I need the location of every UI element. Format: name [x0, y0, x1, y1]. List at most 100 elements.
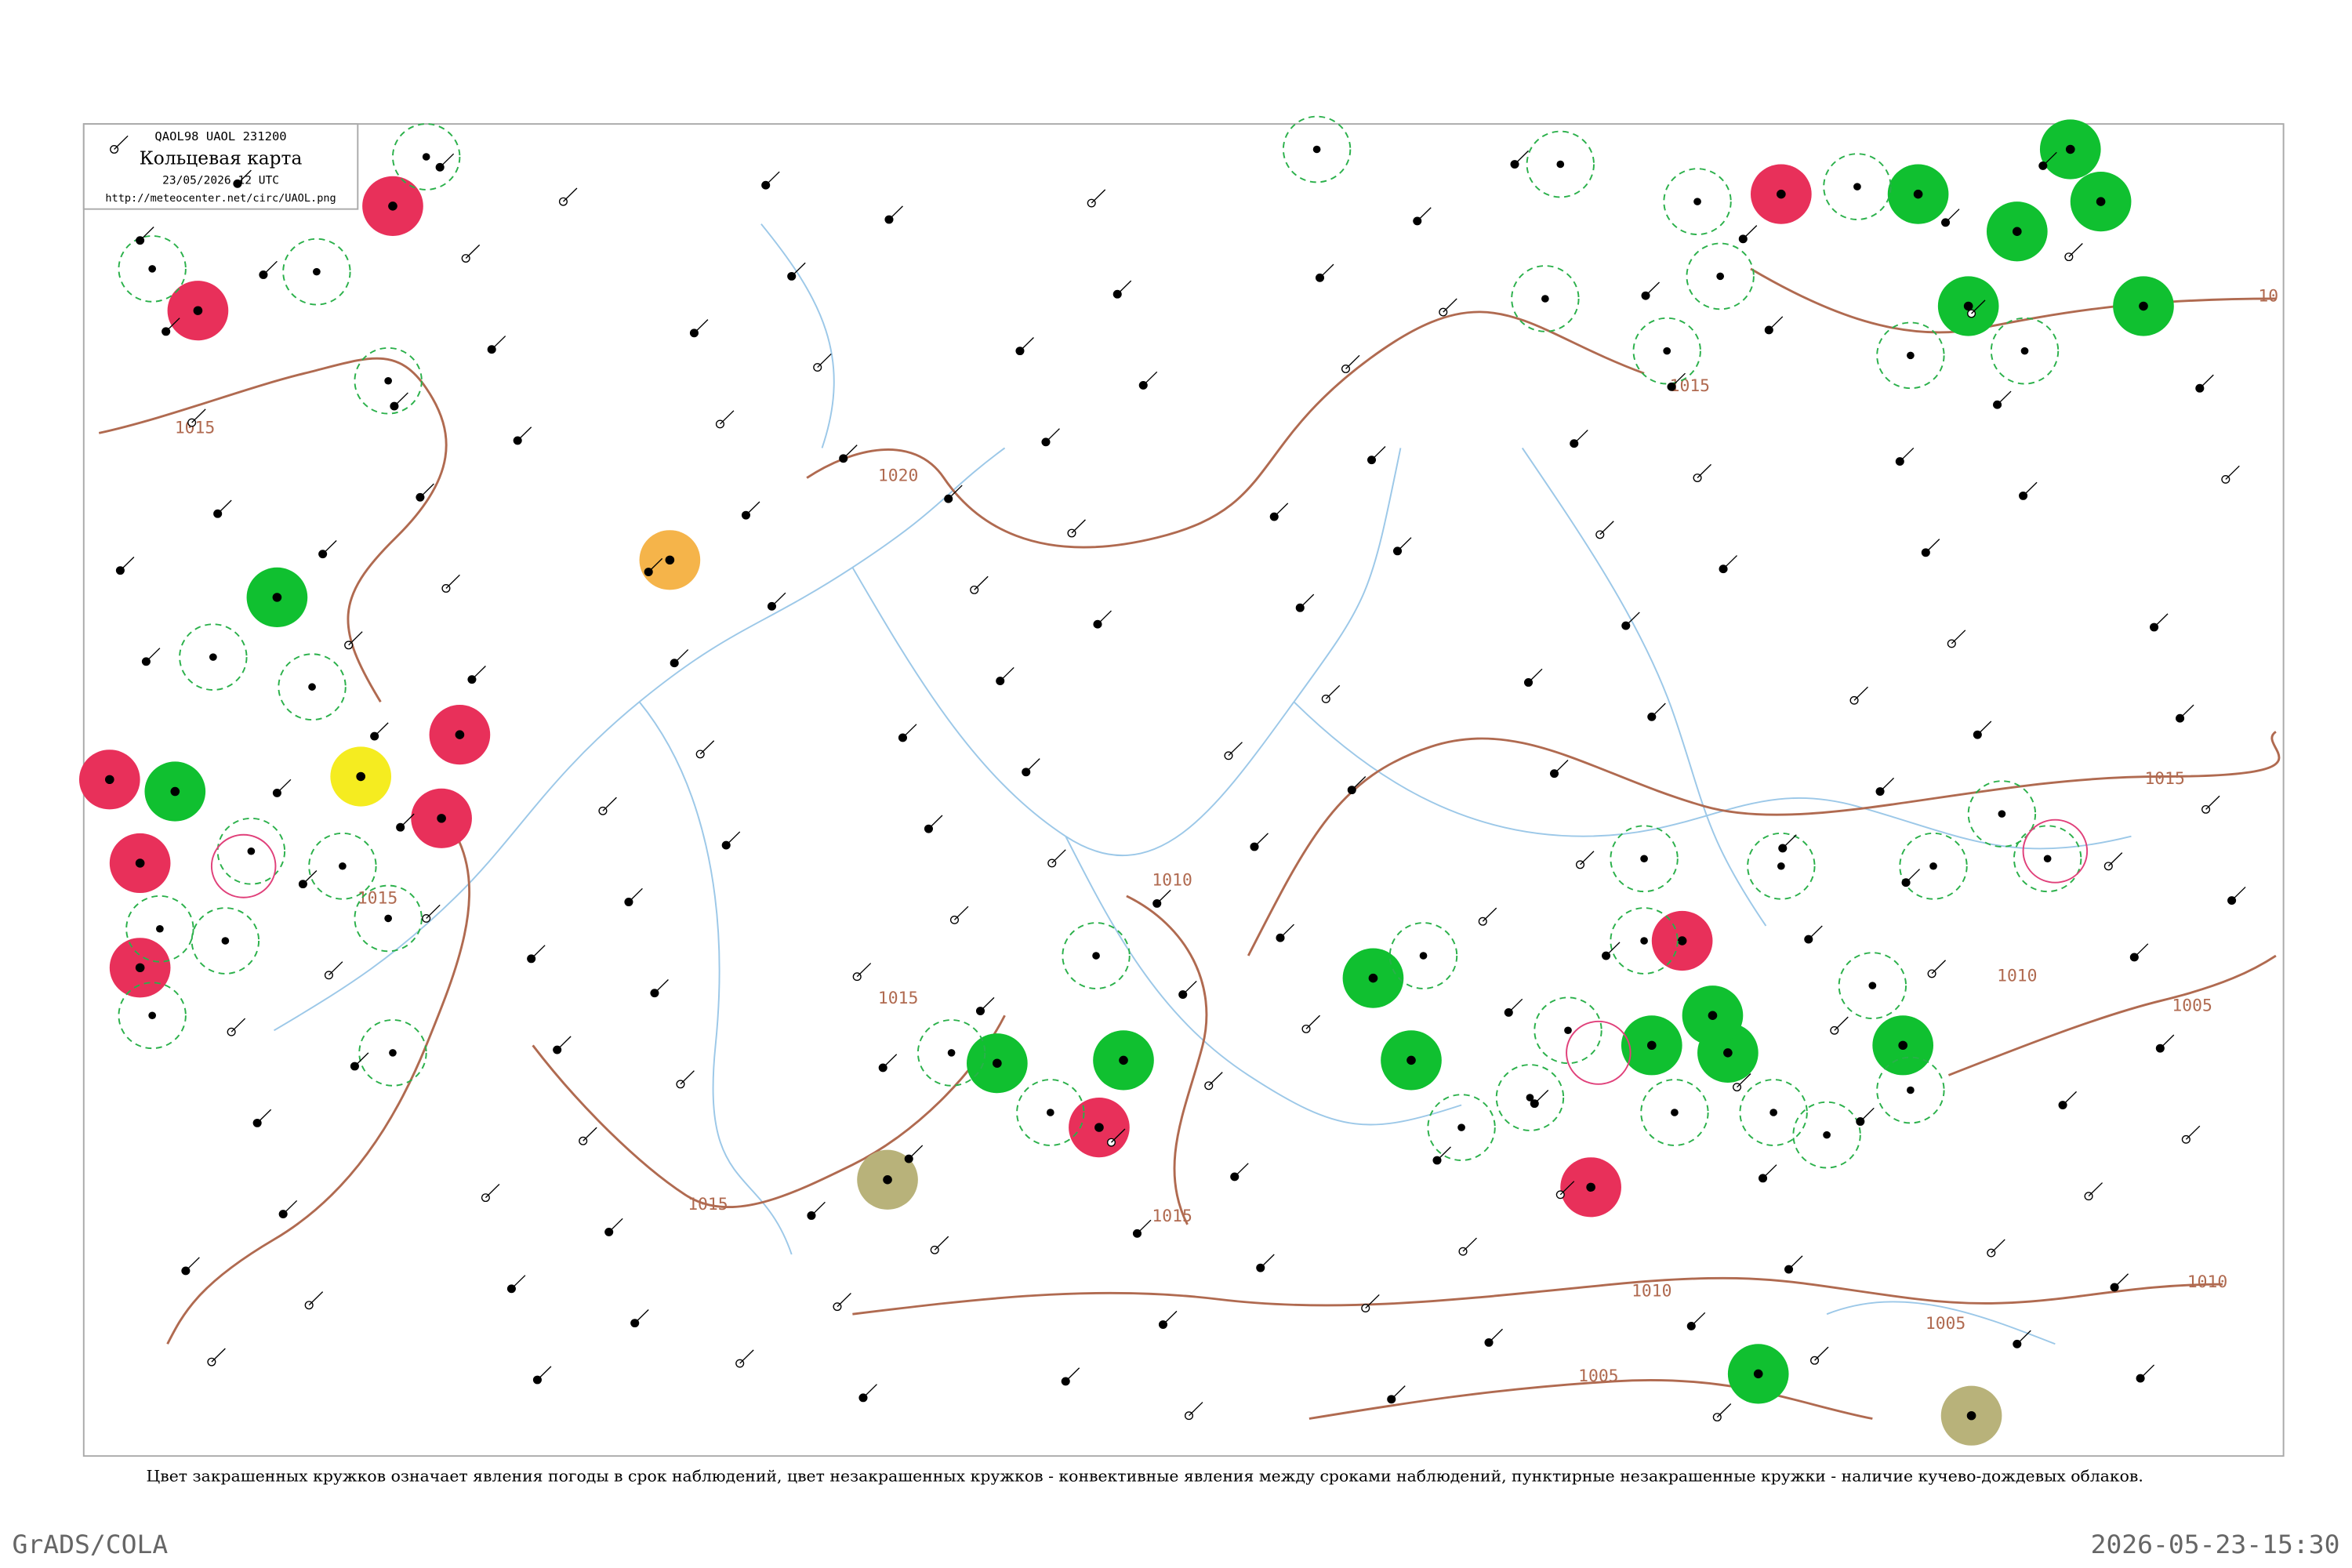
- wind-barb: [2107, 852, 2123, 867]
- wind-barb: [862, 1384, 877, 1399]
- station-dot: [1913, 189, 1923, 199]
- wind-barb: [471, 666, 486, 681]
- wind-barb: [648, 557, 663, 572]
- river: [760, 223, 835, 448]
- wind-barb: [1905, 869, 1921, 884]
- station-dot: [339, 862, 347, 870]
- wind-barb: [1045, 428, 1060, 443]
- footer-left: GrADS/COLA: [13, 1530, 169, 1559]
- wind-barb: [1899, 447, 1915, 463]
- station-dot: [272, 593, 282, 602]
- wind-barb: [634, 1309, 649, 1324]
- isobar: [1308, 1378, 1873, 1420]
- wind-barb: [1234, 1163, 1249, 1178]
- convective-ring: [210, 833, 277, 898]
- wind-barb: [1371, 446, 1386, 461]
- river: [851, 448, 1402, 857]
- wind-barb: [165, 318, 180, 332]
- station-dot: [1929, 862, 1937, 870]
- wind-barb: [1019, 337, 1034, 352]
- wind-barb: [693, 319, 709, 334]
- cb-ring: [308, 832, 377, 900]
- wind-barb: [837, 1293, 851, 1308]
- caption: Цвет закрашенных кружков означает явлени…: [146, 1467, 2143, 1486]
- wind-barb: [302, 870, 318, 885]
- cb-ring: [2013, 825, 2082, 893]
- header-title: Кольцевая карта: [140, 149, 303, 169]
- wind-barb: [765, 171, 780, 186]
- wind-barb: [719, 410, 735, 425]
- cb-ring: [354, 884, 423, 953]
- wind-barb: [1228, 742, 1243, 757]
- wind-barb: [856, 963, 872, 978]
- station-dot: [947, 1049, 956, 1057]
- header-box: [82, 123, 359, 210]
- station-dot: [1564, 1026, 1572, 1035]
- wind-barb: [908, 1145, 924, 1160]
- isobar-label: 1015: [878, 988, 918, 1007]
- station-dot: [1092, 952, 1100, 960]
- wind-barb: [191, 408, 206, 423]
- wind-barb: [680, 1070, 695, 1085]
- isobar-label: 1005: [2172, 996, 2212, 1015]
- cb-ring: [392, 123, 461, 191]
- station-dot: [1406, 1055, 1416, 1065]
- wind-barb: [1716, 1403, 1732, 1418]
- isobar-label: 1015: [1152, 1206, 1192, 1225]
- header-date: 23/05/2026 12 UTC: [162, 174, 279, 187]
- station-dot: [422, 153, 430, 161]
- stations: [78, 115, 2246, 1446]
- station-dot: [1998, 810, 2006, 818]
- isobar-label: 1010: [1997, 966, 2037, 985]
- station-dot: [1663, 347, 1671, 355]
- station-dot: [883, 1175, 892, 1185]
- wind-barb: [843, 445, 858, 459]
- cb-ring: [1899, 832, 1968, 900]
- wind-barb: [2199, 374, 2214, 389]
- wind-barb: [211, 1348, 226, 1363]
- wind-barb: [1142, 371, 1158, 386]
- wind-barb: [348, 631, 363, 646]
- wind-barb: [2088, 1182, 2103, 1197]
- wind-barb: [953, 906, 969, 920]
- cb-ring: [1967, 780, 2037, 848]
- station-dot: [2012, 227, 2022, 236]
- station-dot: [1119, 1055, 1128, 1065]
- wind-barb: [536, 1366, 552, 1381]
- wind-barb: [1260, 1254, 1275, 1269]
- station-dot: [1769, 1109, 1777, 1116]
- station-dot: [247, 847, 256, 855]
- cb-ring: [1016, 1079, 1085, 1146]
- wind-barb: [1976, 720, 1992, 735]
- wind-barb: [1208, 1072, 1223, 1087]
- station-dot: [384, 376, 392, 385]
- wind-barb: [1722, 555, 1738, 570]
- cb-ring: [1792, 1101, 1861, 1169]
- wind-barb: [119, 557, 135, 572]
- wind-barb: [439, 153, 455, 168]
- cb-ring: [1511, 265, 1580, 332]
- river: [638, 701, 793, 1255]
- wind-barb: [445, 574, 460, 589]
- wind-barb: [1997, 390, 2012, 405]
- isobar-label: 1015: [358, 888, 397, 908]
- station-dot: [1646, 1040, 1657, 1051]
- isobar: [1947, 954, 2277, 1076]
- wind-barb: [2133, 943, 2149, 958]
- wind-barb: [1925, 539, 1940, 554]
- cb-ring: [1610, 825, 1679, 893]
- wind-barb: [1462, 1237, 1477, 1252]
- wind-barb: [817, 353, 832, 368]
- wind-barb: [557, 1036, 572, 1051]
- wind-barb: [2154, 613, 2169, 628]
- wind-barb: [902, 724, 917, 739]
- cb-ring: [1640, 1079, 1709, 1146]
- wind-barb: [2016, 1330, 2031, 1345]
- wind-barb: [145, 648, 161, 662]
- wind-barb: [1671, 372, 1686, 387]
- wind-barb: [1189, 1402, 1203, 1417]
- station-dot: [1716, 272, 1725, 281]
- cb-ring: [1739, 1079, 1808, 1146]
- wind-barb: [1279, 924, 1294, 938]
- wind-barb: [400, 813, 415, 828]
